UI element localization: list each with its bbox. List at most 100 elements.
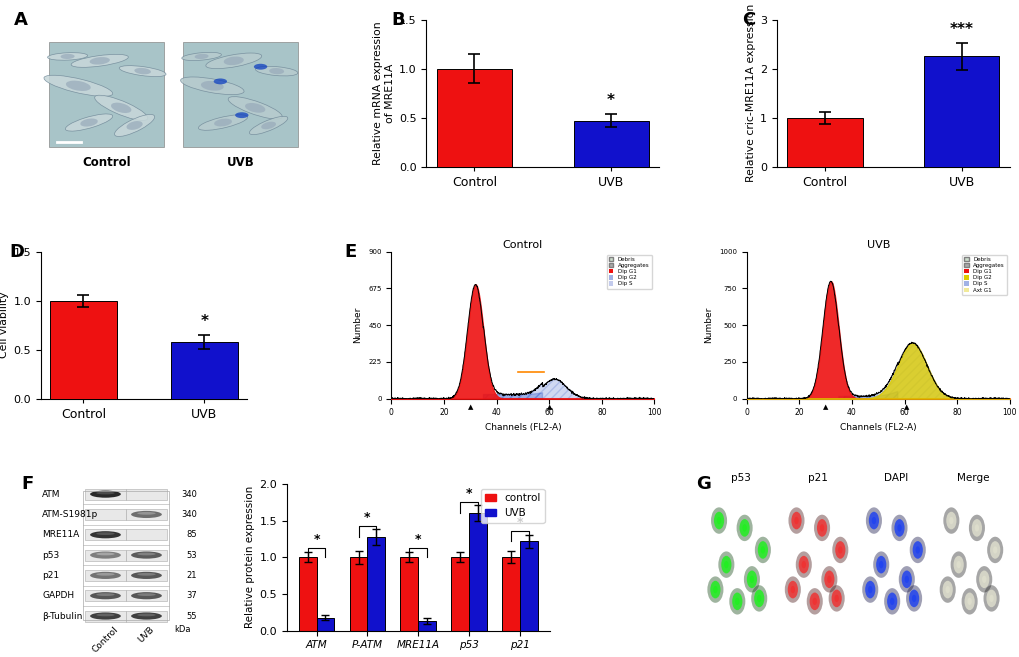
Ellipse shape [199,115,248,130]
Bar [436,69,512,167]
Ellipse shape [798,556,808,574]
Y-axis label: Relative mRNA expression
of MRE11A: Relative mRNA expression of MRE11A [373,21,394,165]
Ellipse shape [709,581,719,599]
Ellipse shape [790,586,794,593]
Bar [50,301,116,399]
Text: B: B [391,11,405,29]
Bar [126,489,167,499]
Ellipse shape [111,102,131,113]
Ellipse shape [835,541,845,558]
Ellipse shape [138,614,156,616]
Ellipse shape [975,566,991,593]
Ellipse shape [827,585,844,612]
Ellipse shape [754,537,770,563]
Y-axis label: Relative protein expression: Relative protein expression [245,486,255,628]
Ellipse shape [905,585,921,612]
Text: *: * [517,516,523,529]
Ellipse shape [756,595,760,602]
Ellipse shape [938,576,955,603]
Ellipse shape [66,81,91,91]
Ellipse shape [44,76,112,97]
Ellipse shape [138,593,156,596]
Ellipse shape [865,507,881,533]
Ellipse shape [864,581,874,599]
Ellipse shape [749,576,753,583]
Bar [182,42,298,147]
Ellipse shape [901,570,911,588]
Ellipse shape [794,517,798,524]
Ellipse shape [114,114,155,137]
Ellipse shape [261,122,276,129]
Ellipse shape [213,78,227,84]
Text: 340: 340 [181,510,197,519]
Ellipse shape [985,589,996,607]
Text: 25μm: 25μm [705,612,721,618]
Ellipse shape [60,54,74,59]
Ellipse shape [945,586,949,593]
Text: 37: 37 [186,591,197,600]
Ellipse shape [269,68,284,74]
Ellipse shape [964,593,974,610]
X-axis label: Channels (FL2-A): Channels (FL2-A) [839,423,916,432]
Ellipse shape [732,593,742,610]
Ellipse shape [181,53,221,60]
Ellipse shape [820,566,837,593]
Ellipse shape [890,598,894,605]
Title: Merge: Merge [956,473,988,483]
Ellipse shape [126,121,143,130]
Ellipse shape [180,77,244,95]
Ellipse shape [138,573,156,576]
Text: UVB: UVB [137,625,156,645]
Ellipse shape [720,556,731,574]
Text: Control: Control [83,156,130,170]
Ellipse shape [750,585,766,612]
Bar [520,541,537,631]
Bar [171,342,237,399]
X-axis label: Channels (FL2-A): Channels (FL2-A) [484,423,560,432]
Ellipse shape [201,81,223,91]
Text: p53: p53 [43,551,59,560]
Ellipse shape [96,614,114,616]
Ellipse shape [912,541,922,558]
Ellipse shape [131,551,162,558]
Ellipse shape [986,537,1003,563]
Bar [316,618,334,631]
Ellipse shape [950,551,966,578]
Bar [85,549,126,560]
Bar [350,557,367,631]
Text: D: D [10,243,24,261]
Ellipse shape [234,112,249,118]
Text: ▲: ▲ [467,404,473,410]
Text: ATM: ATM [43,489,61,499]
Ellipse shape [710,507,727,533]
Ellipse shape [861,576,877,603]
Ellipse shape [96,532,114,535]
Ellipse shape [71,55,128,67]
Ellipse shape [131,572,162,579]
Ellipse shape [966,598,971,605]
Bar [126,549,167,560]
Y-axis label: Cell viability: Cell viability [0,292,9,359]
Ellipse shape [788,507,804,533]
Y-axis label: Relative cric-MRE11A expression: Relative cric-MRE11A expression [745,4,755,182]
Ellipse shape [723,561,728,568]
Text: ▲: ▲ [904,404,909,410]
Ellipse shape [90,572,120,579]
Text: 25μm: 25μm [937,612,954,618]
Ellipse shape [961,588,976,614]
Bar [126,570,167,581]
Ellipse shape [942,581,952,599]
Ellipse shape [816,519,826,537]
Ellipse shape [830,589,841,607]
Ellipse shape [250,116,287,135]
Ellipse shape [717,551,734,578]
Ellipse shape [48,53,88,60]
Ellipse shape [90,491,120,498]
Text: p21: p21 [43,571,59,580]
Ellipse shape [989,541,1000,558]
Title: Control: Control [502,240,542,250]
Bar [400,557,418,631]
Bar [923,57,999,167]
Ellipse shape [897,524,901,532]
Text: UVB: UVB [226,156,254,170]
